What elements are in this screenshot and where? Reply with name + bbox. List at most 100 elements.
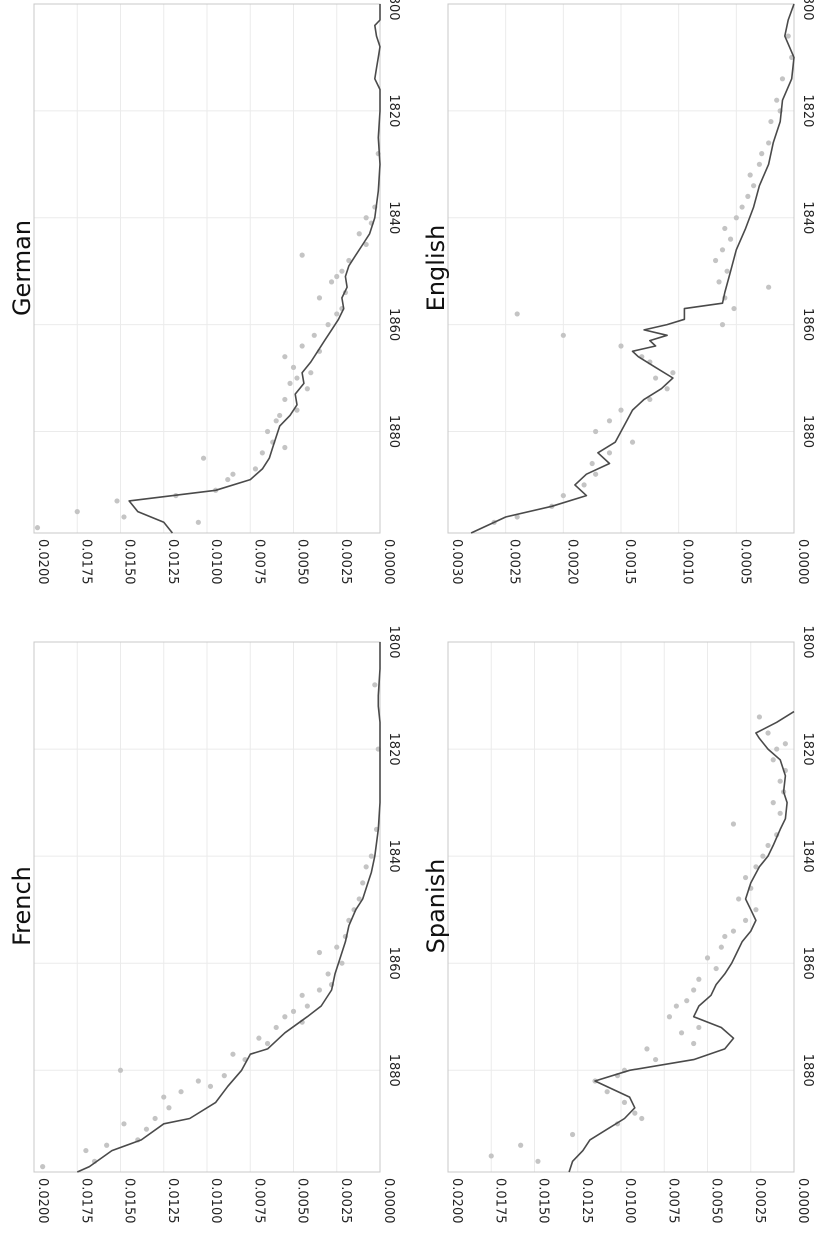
y-tick-label: 0.0050 [709,1178,724,1224]
scatter-point [200,455,207,461]
scatter-point [290,1008,297,1014]
x-tick-label: 1800 [800,625,815,658]
scatter-point [372,682,378,688]
scatter-point [299,992,305,998]
x-tick-label: 1860 [800,947,815,980]
scatter-point [518,1142,524,1148]
scatter-point [751,183,757,189]
scatter-point [195,1078,201,1084]
scatter-point [785,33,791,39]
scatter-point [121,514,127,520]
scatter-point [724,268,730,274]
y-tick-label: 0.0100 [622,1178,637,1224]
series-line [128,4,381,534]
y-tick-label: 0.0150 [122,1178,137,1224]
scatter-point [593,471,599,477]
scatter-point [83,1147,89,1154]
scatter-point [673,1003,679,1009]
x-tick-label: 1840 [386,201,401,234]
scatter-point [733,215,739,221]
scatter-point [514,311,520,317]
scatter-point [104,1142,110,1148]
scatter-point [742,874,749,881]
scatter-point [346,257,352,264]
scatter-point [760,853,766,859]
scatter-point [290,364,297,370]
scatter-point [756,161,763,167]
scatter-point [363,241,369,248]
scatter-point [311,332,317,338]
scatter-point [678,1030,685,1036]
scatter-point [161,1094,167,1100]
y-tick-label: 0.0025 [507,539,522,585]
panel-title: Spanish [422,859,450,954]
scatter-point [264,1040,271,1047]
scatter-point [722,225,728,232]
x-tick-label: 1820 [800,94,815,127]
y-tick-label: 0.0000 [381,539,396,585]
scatter-point [488,1153,494,1159]
scatter-point [299,252,305,258]
scatter-point [777,778,783,784]
scatter-point [560,492,566,499]
scatter-point [742,917,749,923]
y-tick-label: 0.0075 [251,1178,266,1224]
scatter-point [282,1014,288,1020]
panel-spanish: 1800 1820 1840 1860 1880 0.0000 0.0025 0.0050 0.… [422,625,815,1223]
scatter-point [718,944,724,950]
scatter-point [722,933,728,940]
scatter-point [756,714,763,720]
y-tick-label: 0.0200 [35,1178,50,1224]
y-tick-label: 0.0025 [338,539,353,585]
scatter-point [719,247,726,253]
scatter-point [629,439,636,445]
x-tick-label: 1860 [800,308,815,341]
y-tick-label: 0.0150 [122,539,137,585]
scatter-point [282,444,288,451]
scatter-point [299,343,305,349]
scatter-point [316,295,323,301]
scatter-point [166,1105,172,1111]
scatter-point [759,151,765,157]
scatter-point [753,907,759,913]
scatter-point [618,407,624,413]
scatter-point [152,1115,158,1122]
scatter-point [308,370,314,376]
scatter-point [621,1099,628,1106]
x-tick-label: 1820 [386,94,401,127]
y-tick-label: 0.0100 [208,1178,223,1224]
scatter-point [195,519,201,525]
scatter-point [356,896,362,902]
scatter-point [273,418,279,424]
scatter-point [753,864,759,870]
scatter-point [143,1126,150,1132]
series-line [568,710,795,1173]
x-tick-label: 1880 [386,1054,401,1087]
scatter-point [774,746,780,752]
panel-title: German [8,220,36,316]
scatter-point [363,215,369,221]
y-tick-label: 0.0050 [295,1178,310,1224]
x-tick-label: 1860 [386,308,401,341]
scatter-point [334,311,340,317]
scatter-point [766,284,772,290]
x-tick-label: 1880 [386,415,401,448]
scatter-point [360,880,366,886]
x-tick-label: 1840 [800,201,815,234]
x-tick-label: 1820 [386,733,401,766]
scatter-point [294,407,300,413]
scatter-point [713,965,719,972]
scatter-point [670,370,676,376]
scatter-point [34,525,41,531]
y-tick-label: 0.0020 [564,539,579,585]
y-tick-label: 0.0175 [78,1178,93,1224]
series-line [470,3,795,534]
scatter-point [653,1056,659,1063]
series-line [76,642,381,1173]
scatter-point [765,842,771,849]
scatter-point [736,896,742,902]
scatter-point [768,118,774,125]
scatter-point [356,231,362,237]
scatter-point [535,1158,541,1164]
